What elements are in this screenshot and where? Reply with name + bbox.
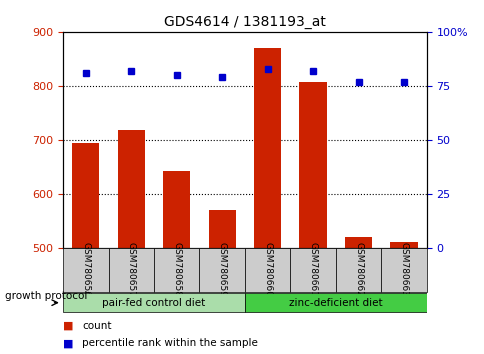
Text: ■: ■: [63, 338, 74, 348]
Text: GSM780662: GSM780662: [353, 242, 363, 297]
Bar: [63, 293, 244, 312]
Bar: [153, 248, 199, 292]
Bar: [380, 248, 426, 292]
Bar: [199, 248, 244, 292]
Text: GSM780657: GSM780657: [126, 242, 136, 297]
Bar: [208, 210, 235, 248]
Bar: [63, 248, 108, 292]
Bar: [344, 237, 372, 248]
Bar: [117, 130, 145, 248]
Text: GSM780656: GSM780656: [81, 242, 90, 297]
Bar: [244, 293, 426, 312]
Text: GSM780659: GSM780659: [217, 242, 226, 297]
Bar: [299, 81, 326, 248]
Text: GSM780660: GSM780660: [263, 242, 272, 297]
Title: GDS4614 / 1381193_at: GDS4614 / 1381193_at: [164, 16, 325, 29]
Text: GSM780661: GSM780661: [308, 242, 317, 297]
Text: GSM780663: GSM780663: [399, 242, 408, 297]
Text: zinc-deficient diet: zinc-deficient diet: [288, 298, 382, 308]
Bar: [290, 248, 335, 292]
Bar: [390, 242, 417, 248]
Text: ■: ■: [63, 321, 74, 331]
Bar: [108, 248, 153, 292]
Bar: [163, 171, 190, 248]
Bar: [335, 248, 380, 292]
Text: GSM780658: GSM780658: [172, 242, 181, 297]
Bar: [254, 48, 281, 248]
Text: percentile rank within the sample: percentile rank within the sample: [82, 338, 258, 348]
Bar: [72, 143, 99, 248]
Bar: [244, 248, 290, 292]
Text: count: count: [82, 321, 112, 331]
Text: pair-fed control diet: pair-fed control diet: [102, 298, 205, 308]
Text: growth protocol: growth protocol: [5, 291, 87, 301]
